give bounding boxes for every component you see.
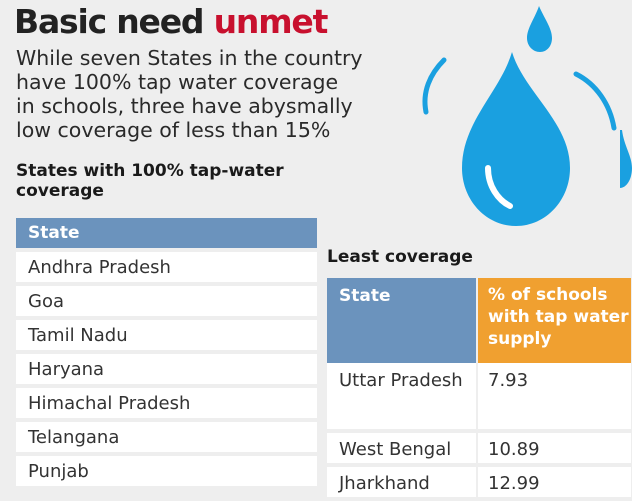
title-main: Basic need	[14, 2, 205, 41]
percent-cell: 7.93	[477, 363, 631, 433]
table-row: Uttar Pradesh 7.93	[327, 363, 631, 433]
table-row: West Bengal 10.89	[327, 431, 631, 467]
table-least-coverage-title: Least coverage	[327, 247, 473, 267]
state-cell: Tamil Nadu	[16, 318, 317, 354]
title-highlight: unmet	[213, 2, 329, 41]
table-row: Andhra Pradesh	[16, 250, 317, 286]
table-row: Goa	[16, 284, 317, 320]
state-cell: Jharkhand	[327, 465, 478, 501]
state-cell: Telangana	[16, 420, 317, 456]
state-cell: Punjab	[16, 454, 317, 490]
least-coverage-table: State % of schools with tap water supply…	[327, 278, 631, 501]
page-title: Basic need unmet	[14, 2, 329, 41]
column-header-state: State	[16, 218, 317, 252]
state-cell: West Bengal	[327, 431, 478, 467]
table-row: Punjab	[16, 454, 317, 490]
state-cell: Haryana	[16, 352, 317, 388]
state-cell: Andhra Pradesh	[16, 250, 317, 286]
state-cell: Uttar Pradesh	[327, 363, 478, 433]
table-row: Telangana	[16, 420, 317, 456]
table-full-coverage-title: States with 100% tap-water coverage	[16, 161, 284, 201]
percent-cell: 10.89	[477, 431, 631, 467]
percent-cell: 12.99	[477, 465, 631, 501]
table-row: Tamil Nadu	[16, 318, 317, 354]
column-header-state: State	[327, 278, 478, 363]
table-row: Jharkhand 12.99	[327, 465, 631, 501]
state-cell: Himachal Pradesh	[16, 386, 317, 422]
table-row: Himachal Pradesh	[16, 386, 317, 422]
state-cell: Goa	[16, 284, 317, 320]
full-coverage-table: State Andhra Pradesh Goa Tamil Nadu Hary…	[16, 218, 317, 490]
column-header-percent: % of schools with tap water supply	[477, 278, 631, 363]
table-row: Haryana	[16, 352, 317, 388]
subtitle: While seven States in the country have 1…	[16, 46, 363, 142]
water-drop-icon	[422, 6, 632, 226]
